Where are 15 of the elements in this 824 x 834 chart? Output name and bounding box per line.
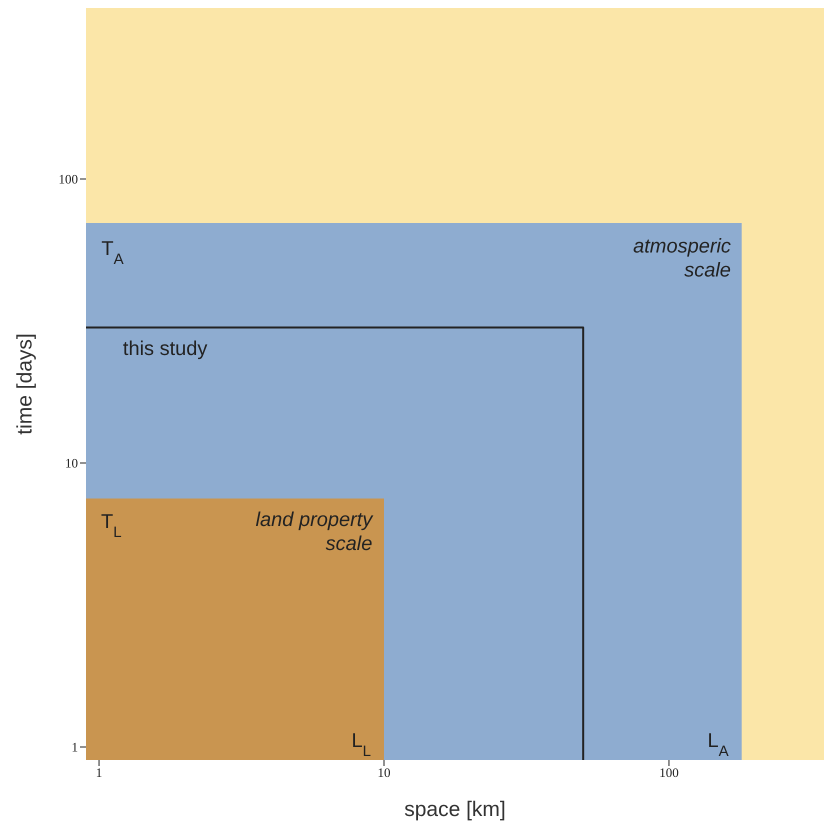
y-tick-label: 1 — [72, 740, 78, 755]
x-tick-label: 100 — [659, 765, 679, 780]
annotation: land property scale — [256, 509, 374, 556]
annotation: this study — [122, 338, 208, 360]
y-axis-title: time [days] — [13, 333, 36, 435]
y-tick-label: 100 — [58, 172, 78, 187]
y-tick-label: 10 — [65, 456, 78, 471]
x-tick-label: 10 — [378, 765, 390, 780]
annotation: atmosperic scale — [633, 236, 731, 282]
annotation: L$_{L}$ — [351, 730, 371, 760]
annotation: T$_{L}$ — [101, 511, 122, 541]
annotation: T$_{A}$ — [101, 238, 124, 268]
x-tick-label: 1 — [96, 765, 102, 780]
annotation: L$_{A}$ — [708, 730, 729, 760]
x-axis-title: space [km] — [404, 798, 506, 821]
